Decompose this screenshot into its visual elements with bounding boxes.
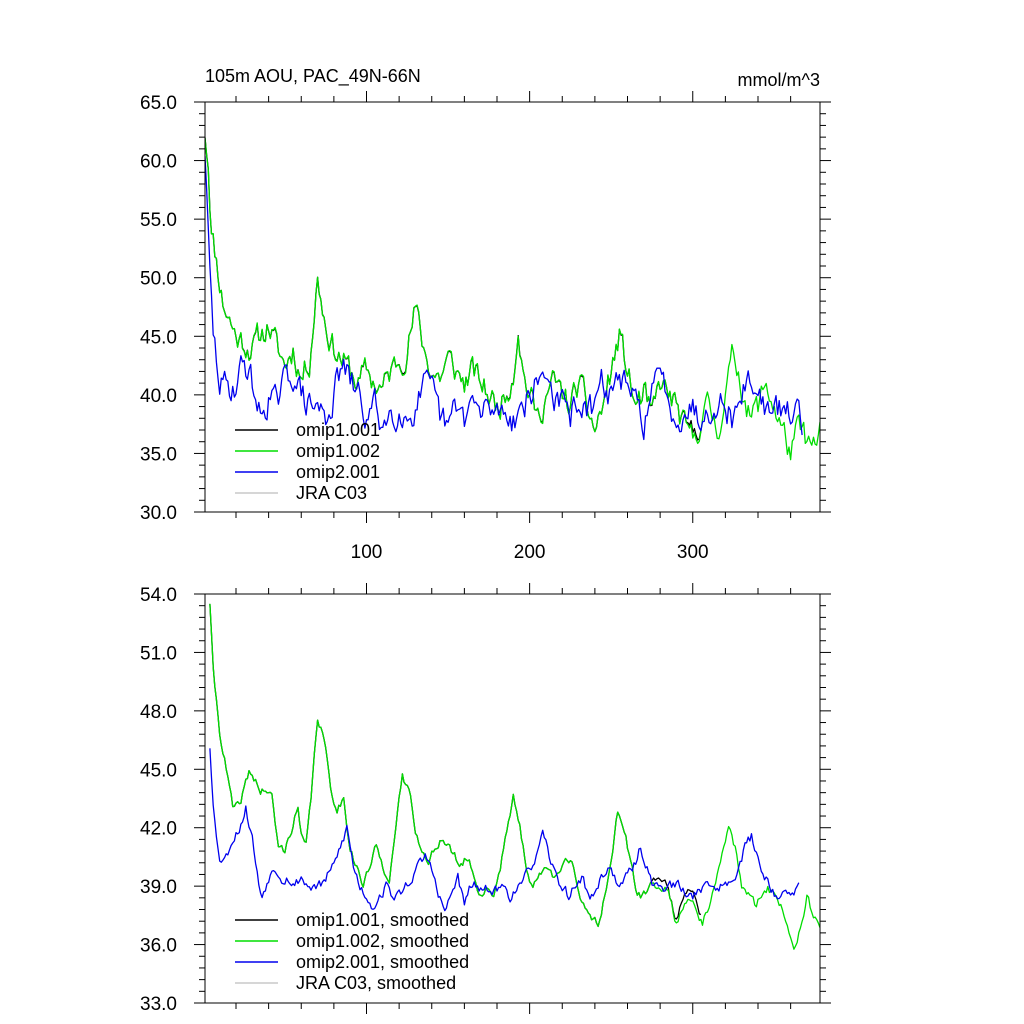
- y-tick-label: 60.0: [140, 152, 177, 173]
- series-line-omip2-001-smoothed: [209, 748, 800, 912]
- y-tick-label: 45.0: [140, 760, 177, 781]
- y-tick-label: 33.0: [140, 994, 177, 1015]
- series-line-omip1-002: [205, 137, 820, 461]
- y-tick-label: 54.0: [140, 585, 177, 606]
- y-tick-label: 40.0: [140, 386, 177, 407]
- y-tick-label: 55.0: [140, 210, 177, 231]
- x-tick-label: 100: [351, 542, 383, 563]
- aou-smoothed-panel: 33.0 36.0 39.0 42.0 45.0 48.0 51.0 54.0 omip1.00…: [140, 583, 831, 1015]
- y-tick-label: 51.0: [140, 643, 177, 664]
- legend-label: omip1.002, smoothed: [296, 931, 469, 951]
- chart-title: 105m AOU, PAC_49N-66N: [205, 66, 421, 87]
- legend-label: omip2.001: [296, 462, 380, 482]
- y-tick-label: 39.0: [140, 877, 177, 898]
- y-tick-label: 30.0: [140, 503, 177, 524]
- y-tick-label: 42.0: [140, 819, 177, 840]
- plot-frame: [204, 593, 821, 1004]
- y-tick-label: 50.0: [140, 269, 177, 290]
- x-tick-label: 300: [677, 542, 709, 563]
- legend-label: JRA C03: [296, 483, 367, 503]
- legend-label: omip1.002: [296, 441, 380, 461]
- y-tick-label: 35.0: [140, 444, 177, 465]
- plot-frame: [204, 101, 821, 513]
- legend-label: omip1.001: [296, 420, 380, 440]
- aou-raw-panel: 105m AOU, PAC_49N-66N mmol/m^3 30.0 35.0 4…: [140, 66, 831, 563]
- units-label: mmol/m^3: [738, 70, 820, 90]
- y-tick-label: 45.0: [140, 327, 177, 348]
- series-line-omip1-001: [205, 137, 702, 441]
- series-line-omip2-001: [205, 155, 803, 441]
- legend-label: omip2.001, smoothed: [296, 952, 469, 972]
- y-tick-label: 65.0: [140, 93, 177, 114]
- legend-label: JRA C03, smoothed: [296, 973, 456, 993]
- x-tick-label: 200: [514, 542, 546, 563]
- y-tick-label: 36.0: [140, 936, 177, 957]
- series-line-omip1-002-smoothed: [209, 603, 820, 950]
- series-line-omip1-001-smoothed: [209, 603, 702, 928]
- y-tick-label: 48.0: [140, 702, 177, 723]
- legend-label: omip1.001, smoothed: [296, 910, 469, 930]
